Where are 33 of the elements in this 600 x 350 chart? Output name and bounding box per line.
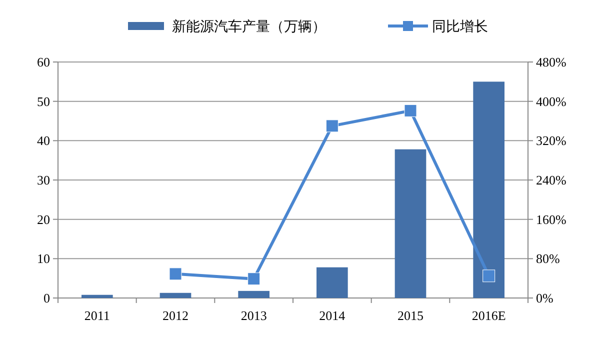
bar xyxy=(473,82,504,298)
y2-tick-label: 400% xyxy=(536,94,566,109)
x-tick-label: 2011 xyxy=(84,308,110,323)
y-tick-label: 0 xyxy=(44,290,50,306)
y-tick-label: 50 xyxy=(37,94,50,109)
x-tick-label: 2012 xyxy=(162,308,188,323)
legend-label: 新能源汽车产量（万辆） xyxy=(172,18,326,35)
y2-tick-label: 480% xyxy=(536,54,566,70)
point xyxy=(404,104,417,117)
bar xyxy=(160,292,192,298)
point xyxy=(326,120,338,132)
point xyxy=(248,272,260,286)
y-tick-label: 60 xyxy=(37,54,50,70)
bar xyxy=(394,149,426,298)
y2-tick-label: 240% xyxy=(536,172,566,188)
legend-label: 同比增长 xyxy=(432,18,488,35)
y2-tick-label: 0% xyxy=(536,290,554,306)
x-tick-label: 2015 xyxy=(398,308,424,323)
bar xyxy=(238,290,270,298)
point xyxy=(169,268,182,280)
y-tick-label: 10 xyxy=(37,251,50,266)
y-tick-label: 40 xyxy=(37,133,50,148)
y2-tick-label: 160% xyxy=(536,212,566,227)
y2-tick-label: 80% xyxy=(536,251,560,266)
y-tick-label: 20 xyxy=(37,212,50,227)
bar xyxy=(82,294,113,298)
x-tick-label: 2016E xyxy=(472,308,506,323)
y2-tick-label: 320% xyxy=(536,133,566,148)
x-tick-label: 2014 xyxy=(319,308,346,323)
y-tick-label: 30 xyxy=(37,172,50,188)
x-tick-label: 2013 xyxy=(240,308,267,323)
bar xyxy=(316,267,348,298)
point xyxy=(482,270,496,282)
